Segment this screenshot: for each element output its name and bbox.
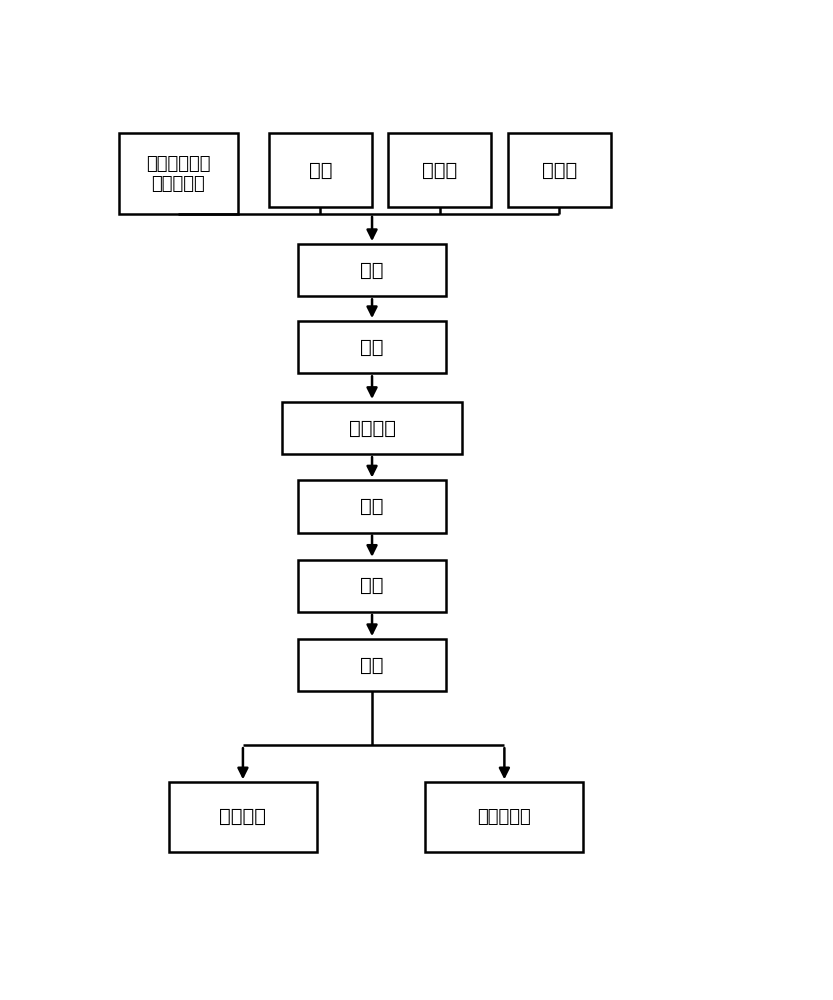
Bar: [269, 133, 372, 207]
Bar: [298, 639, 446, 691]
Bar: [507, 133, 611, 207]
Bar: [298, 244, 446, 296]
Text: 低品位含铬型
钒钛磁铁矿: 低品位含铬型 钒钛磁铁矿: [146, 154, 211, 193]
Text: 粘结剂: 粘结剂: [422, 161, 457, 180]
Text: 添加剂: 添加剂: [541, 161, 577, 180]
Text: 磁选: 磁选: [361, 656, 384, 675]
Text: 非磁性产物: 非磁性产物: [477, 808, 531, 826]
Text: 磁性产物: 磁性产物: [219, 807, 267, 826]
Text: 还原焙烧: 还原焙烧: [348, 418, 396, 438]
Bar: [298, 321, 446, 373]
Bar: [298, 480, 446, 533]
Text: 煤粉: 煤粉: [309, 161, 332, 180]
Bar: [168, 782, 317, 852]
Text: 球团: 球团: [361, 338, 384, 357]
Bar: [388, 133, 491, 207]
Bar: [118, 133, 238, 214]
Text: 粉碎: 粉碎: [361, 576, 384, 595]
Text: 冷却: 冷却: [361, 497, 384, 516]
Bar: [282, 402, 462, 454]
Bar: [298, 560, 446, 612]
Text: 混料: 混料: [361, 261, 384, 280]
Bar: [426, 782, 583, 852]
